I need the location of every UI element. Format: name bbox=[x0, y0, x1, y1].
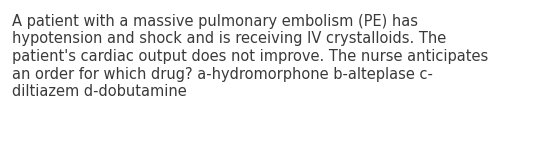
Text: hypotension and shock and is receiving IV crystalloids. The: hypotension and shock and is receiving I… bbox=[12, 32, 446, 46]
Text: patient's cardiac output does not improve. The nurse anticipates: patient's cardiac output does not improv… bbox=[12, 49, 488, 64]
Text: an order for which drug? a-hydromorphone b-alteplase c-: an order for which drug? a-hydromorphone… bbox=[12, 66, 433, 81]
Text: diltiazem d-dobutamine: diltiazem d-dobutamine bbox=[12, 84, 187, 99]
Text: A patient with a massive pulmonary embolism (PE) has: A patient with a massive pulmonary embol… bbox=[12, 14, 418, 29]
